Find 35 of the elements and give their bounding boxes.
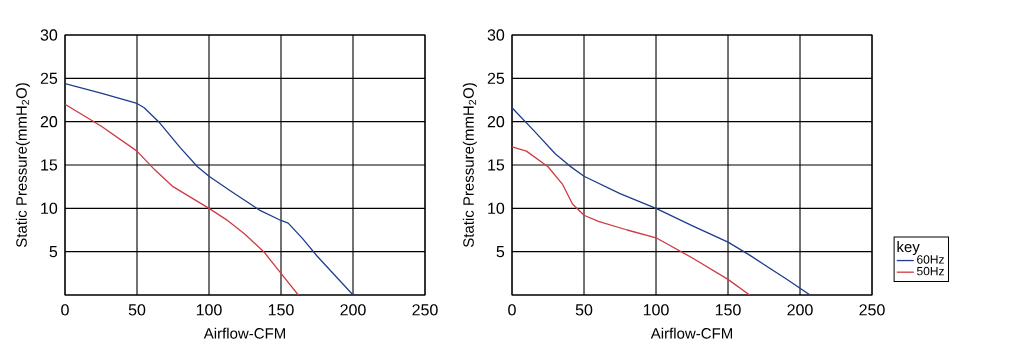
x-tick-label: 150 <box>268 304 294 316</box>
x-tick-label: 50 <box>128 304 146 316</box>
x-tick-label: 100 <box>196 304 222 316</box>
y-tick-label: 10 <box>41 202 58 214</box>
x-tick-label: 250 <box>412 304 438 316</box>
y-tick-label: 15 <box>488 159 505 171</box>
x-axis-title: Airflow-CFM <box>650 327 733 339</box>
y-axis-title: Static Pressure(mmH$_{2}$O) <box>462 83 477 248</box>
x-tick-label: 0 <box>508 304 516 316</box>
x-tick-label: 250 <box>859 304 885 316</box>
x-tick-label: 100 <box>643 304 669 316</box>
y-tick-label: 30 <box>40 29 58 41</box>
x-tick-label: 50 <box>575 304 593 316</box>
line-series <box>65 82 354 295</box>
line-series <box>512 146 751 295</box>
x-axis-title: Airflow-CFM <box>203 327 286 339</box>
legend-label: 50Hz <box>916 266 944 276</box>
y-tick-label: 25 <box>40 72 58 84</box>
legend-title: key <box>897 241 920 256</box>
y-tick-label: 25 <box>487 72 505 84</box>
y-tick-label: 20 <box>487 116 505 128</box>
y-tick-label: 5 <box>496 246 505 258</box>
x-tick-label: 150 <box>715 304 741 316</box>
legend-label: 60Hz <box>917 255 944 264</box>
x-tick-label: 200 <box>787 304 813 316</box>
line-series <box>512 107 811 295</box>
y-tick-label: 30 <box>487 29 505 41</box>
y-tick-label: 20 <box>40 116 58 128</box>
y-tick-label: 10 <box>488 202 505 214</box>
y-axis-title: Static Pressure(mmH$_{2}$O) <box>15 83 30 248</box>
y-tick-label: 15 <box>41 159 58 171</box>
x-tick-label: 200 <box>340 304 366 316</box>
line-series <box>65 103 299 295</box>
x-tick-label: 0 <box>61 304 69 316</box>
y-tick-label: 5 <box>49 246 58 258</box>
